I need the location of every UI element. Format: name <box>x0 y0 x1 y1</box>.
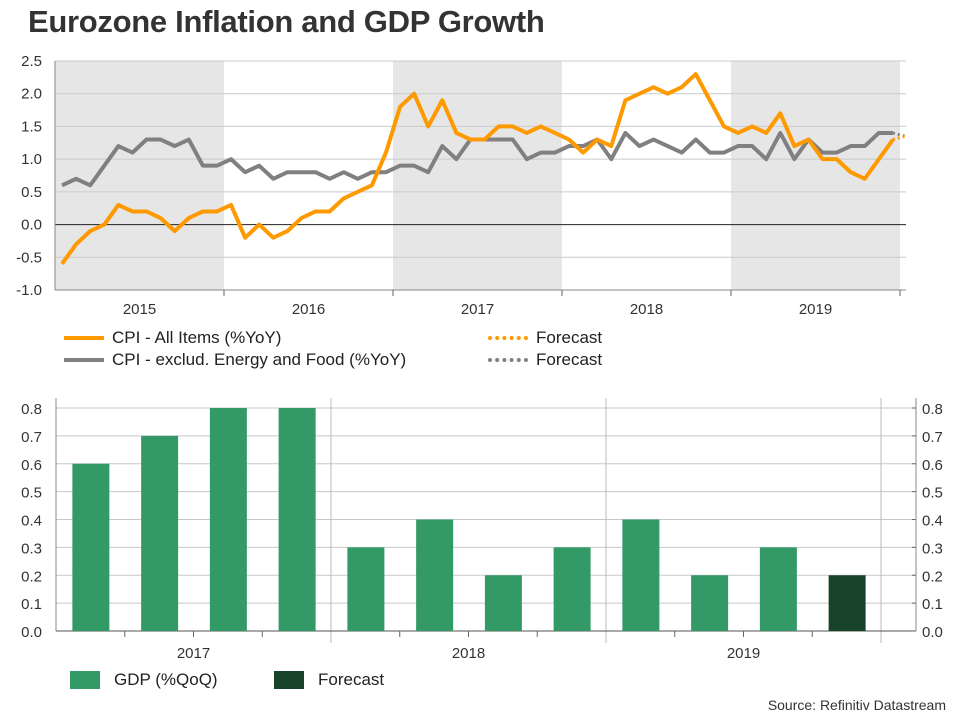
legend-swatch-gdp-forecast <box>274 671 304 689</box>
y-tick-label-left: 0.3 <box>21 540 42 557</box>
y-tick-label: 1.0 <box>21 151 42 168</box>
legend-swatch-core <box>64 358 104 362</box>
y-tick-label-left: 0.1 <box>21 596 42 613</box>
legend-label-gdp: GDP (%QoQ) <box>114 670 218 689</box>
legend-label-gdp-forecast: Forecast <box>318 670 385 689</box>
bar-gdp <box>553 547 591 631</box>
bar-gdp <box>141 435 179 631</box>
legend-label-cpi: CPI - All Items (%YoY) <box>112 328 282 347</box>
y-tick-label: 2.5 <box>21 53 42 70</box>
legend-label-core-forecast: Forecast <box>536 350 603 369</box>
series-line-cpi <box>60 72 895 265</box>
chart-title: Eurozone Inflation and GDP Growth <box>28 4 545 39</box>
bar-forecast <box>828 575 866 631</box>
y-tick-label-right: 0.6 <box>922 457 943 474</box>
y-tick-label-right: 0.5 <box>922 485 943 502</box>
y-tick-label: 0.5 <box>21 184 42 201</box>
y-tick-label: 0.0 <box>21 217 42 234</box>
y-tick-label-left: 0.5 <box>21 485 42 502</box>
y-tick-label-right: 0.7 <box>922 429 943 446</box>
bar-gdp <box>416 519 454 631</box>
x-tick-label: 2019 <box>799 301 832 318</box>
x-tick-label: 2018 <box>630 301 663 318</box>
legend-swatch-core-forecast <box>488 358 528 362</box>
x-tick-label: 2016 <box>292 301 325 318</box>
x-tick-label: 2017 <box>461 301 494 318</box>
y-tick-label: -1.0 <box>16 282 42 299</box>
y-tick-label-right: 0.1 <box>922 596 943 613</box>
bar-gdp <box>209 408 247 631</box>
bar-gdp <box>278 408 316 631</box>
legend-label-core: CPI - exclud. Energy and Food (%YoY) <box>112 350 407 369</box>
legend-core: CPI - exclud. Energy and Food (%YoY) <box>64 350 406 370</box>
bar-gdp <box>622 519 660 631</box>
legend-label-cpi-forecast: Forecast <box>536 328 603 347</box>
y-tick-label-left: 0.0 <box>21 624 42 641</box>
legend-cpi: CPI - All Items (%YoY) <box>64 328 281 348</box>
x-tick-label: 2018 <box>452 645 485 662</box>
legend-gdp-forecast: Forecast <box>274 670 384 690</box>
y-tick-label: 2.0 <box>21 86 42 103</box>
x-tick-label: 2019 <box>727 645 760 662</box>
y-tick-label-right: 0.2 <box>922 568 943 585</box>
y-tick-label-left: 0.8 <box>21 401 42 418</box>
y-tick-label-left: 0.4 <box>21 513 42 530</box>
shaded-year-2015 <box>55 61 224 290</box>
x-tick-label: 2015 <box>123 301 156 318</box>
bar-gdp <box>72 463 110 631</box>
legend-swatch-cpi <box>64 336 104 340</box>
y-tick-label-left: 0.7 <box>21 429 42 446</box>
bar-gdp <box>691 575 729 631</box>
y-tick-label: -0.5 <box>16 249 42 266</box>
y-tick-label-right: 0.8 <box>922 401 943 418</box>
bar-gdp <box>347 547 385 631</box>
bar-gdp <box>484 575 522 631</box>
legend-core-forecast: Forecast <box>488 350 602 370</box>
shaded-year-2017 <box>393 61 562 290</box>
source-note: Source: Refinitiv Datastream <box>767 697 946 713</box>
y-tick-label-right: 0.0 <box>922 624 943 641</box>
y-tick-label: 1.5 <box>21 118 42 135</box>
y-tick-label-left: 0.2 <box>21 568 42 585</box>
y-tick-label-left: 0.6 <box>21 457 42 474</box>
shaded-year-2019 <box>731 61 900 290</box>
legend-swatch-gdp <box>70 671 100 689</box>
y-tick-label-right: 0.3 <box>922 540 943 557</box>
legend-gdp: GDP (%QoQ) <box>70 670 218 690</box>
legend-swatch-cpi-forecast <box>488 336 528 340</box>
forecast-line-cpi <box>892 134 906 141</box>
bar-gdp <box>759 547 797 631</box>
y-tick-label-right: 0.4 <box>922 513 943 530</box>
x-tick-label: 2017 <box>177 645 210 662</box>
legend-cpi-forecast: Forecast <box>488 328 602 348</box>
